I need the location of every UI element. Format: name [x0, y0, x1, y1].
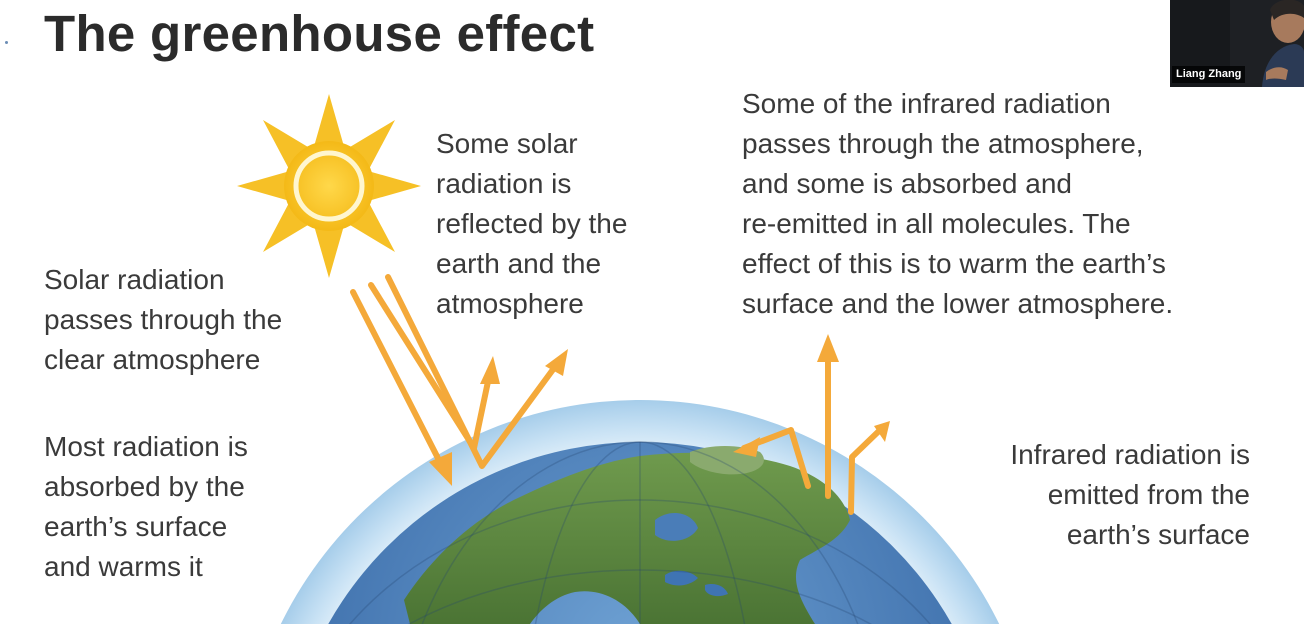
label-infrared-emitted: Infrared radiation is emitted from the e…: [1010, 439, 1250, 550]
infrared-right-arrow: [848, 427, 883, 515]
arrowheads: [429, 334, 890, 486]
label-solar-reflected: Some solar radiation is reflected by the…: [436, 128, 628, 319]
north-america-land: [404, 452, 850, 624]
hudson-bay: [655, 513, 698, 541]
participant-name-label: Liang Zhang: [1172, 66, 1246, 83]
radiation-arrow-icon: [874, 421, 890, 442]
slide-title: The greenhouse effect: [44, 5, 595, 62]
radiation-arrow-icon: [817, 334, 839, 362]
radiation-arrow-icon: [480, 356, 500, 384]
great-lakes: [665, 570, 728, 597]
participant-video-tile[interactable]: Liang Zhang: [1170, 0, 1304, 87]
infrared-reemitted-arrow: [741, 427, 811, 489]
radiation-arrow-icon: [429, 452, 452, 486]
slide-bullet-dot: [5, 41, 8, 44]
globe-grid: [349, 441, 931, 624]
radiation-arrow-icon: [545, 349, 568, 376]
label-infrared-passes: Some of the infrared radiation passes th…: [742, 88, 1174, 319]
label-most-radiation-absorbed: Most radiation is absorbed by the earth’…: [44, 431, 248, 582]
label-solar-passes-through: Solar radiation passes through the clear…: [44, 264, 283, 375]
incoming-solar-arrow: [350, 289, 447, 473]
sun-icon: [237, 94, 421, 278]
reflected-arrow-earth: [385, 274, 563, 469]
radiation-arrow-icon: [733, 437, 760, 457]
radiation-arrows: [350, 274, 883, 515]
earth-globe-icon: [280, 400, 1000, 624]
